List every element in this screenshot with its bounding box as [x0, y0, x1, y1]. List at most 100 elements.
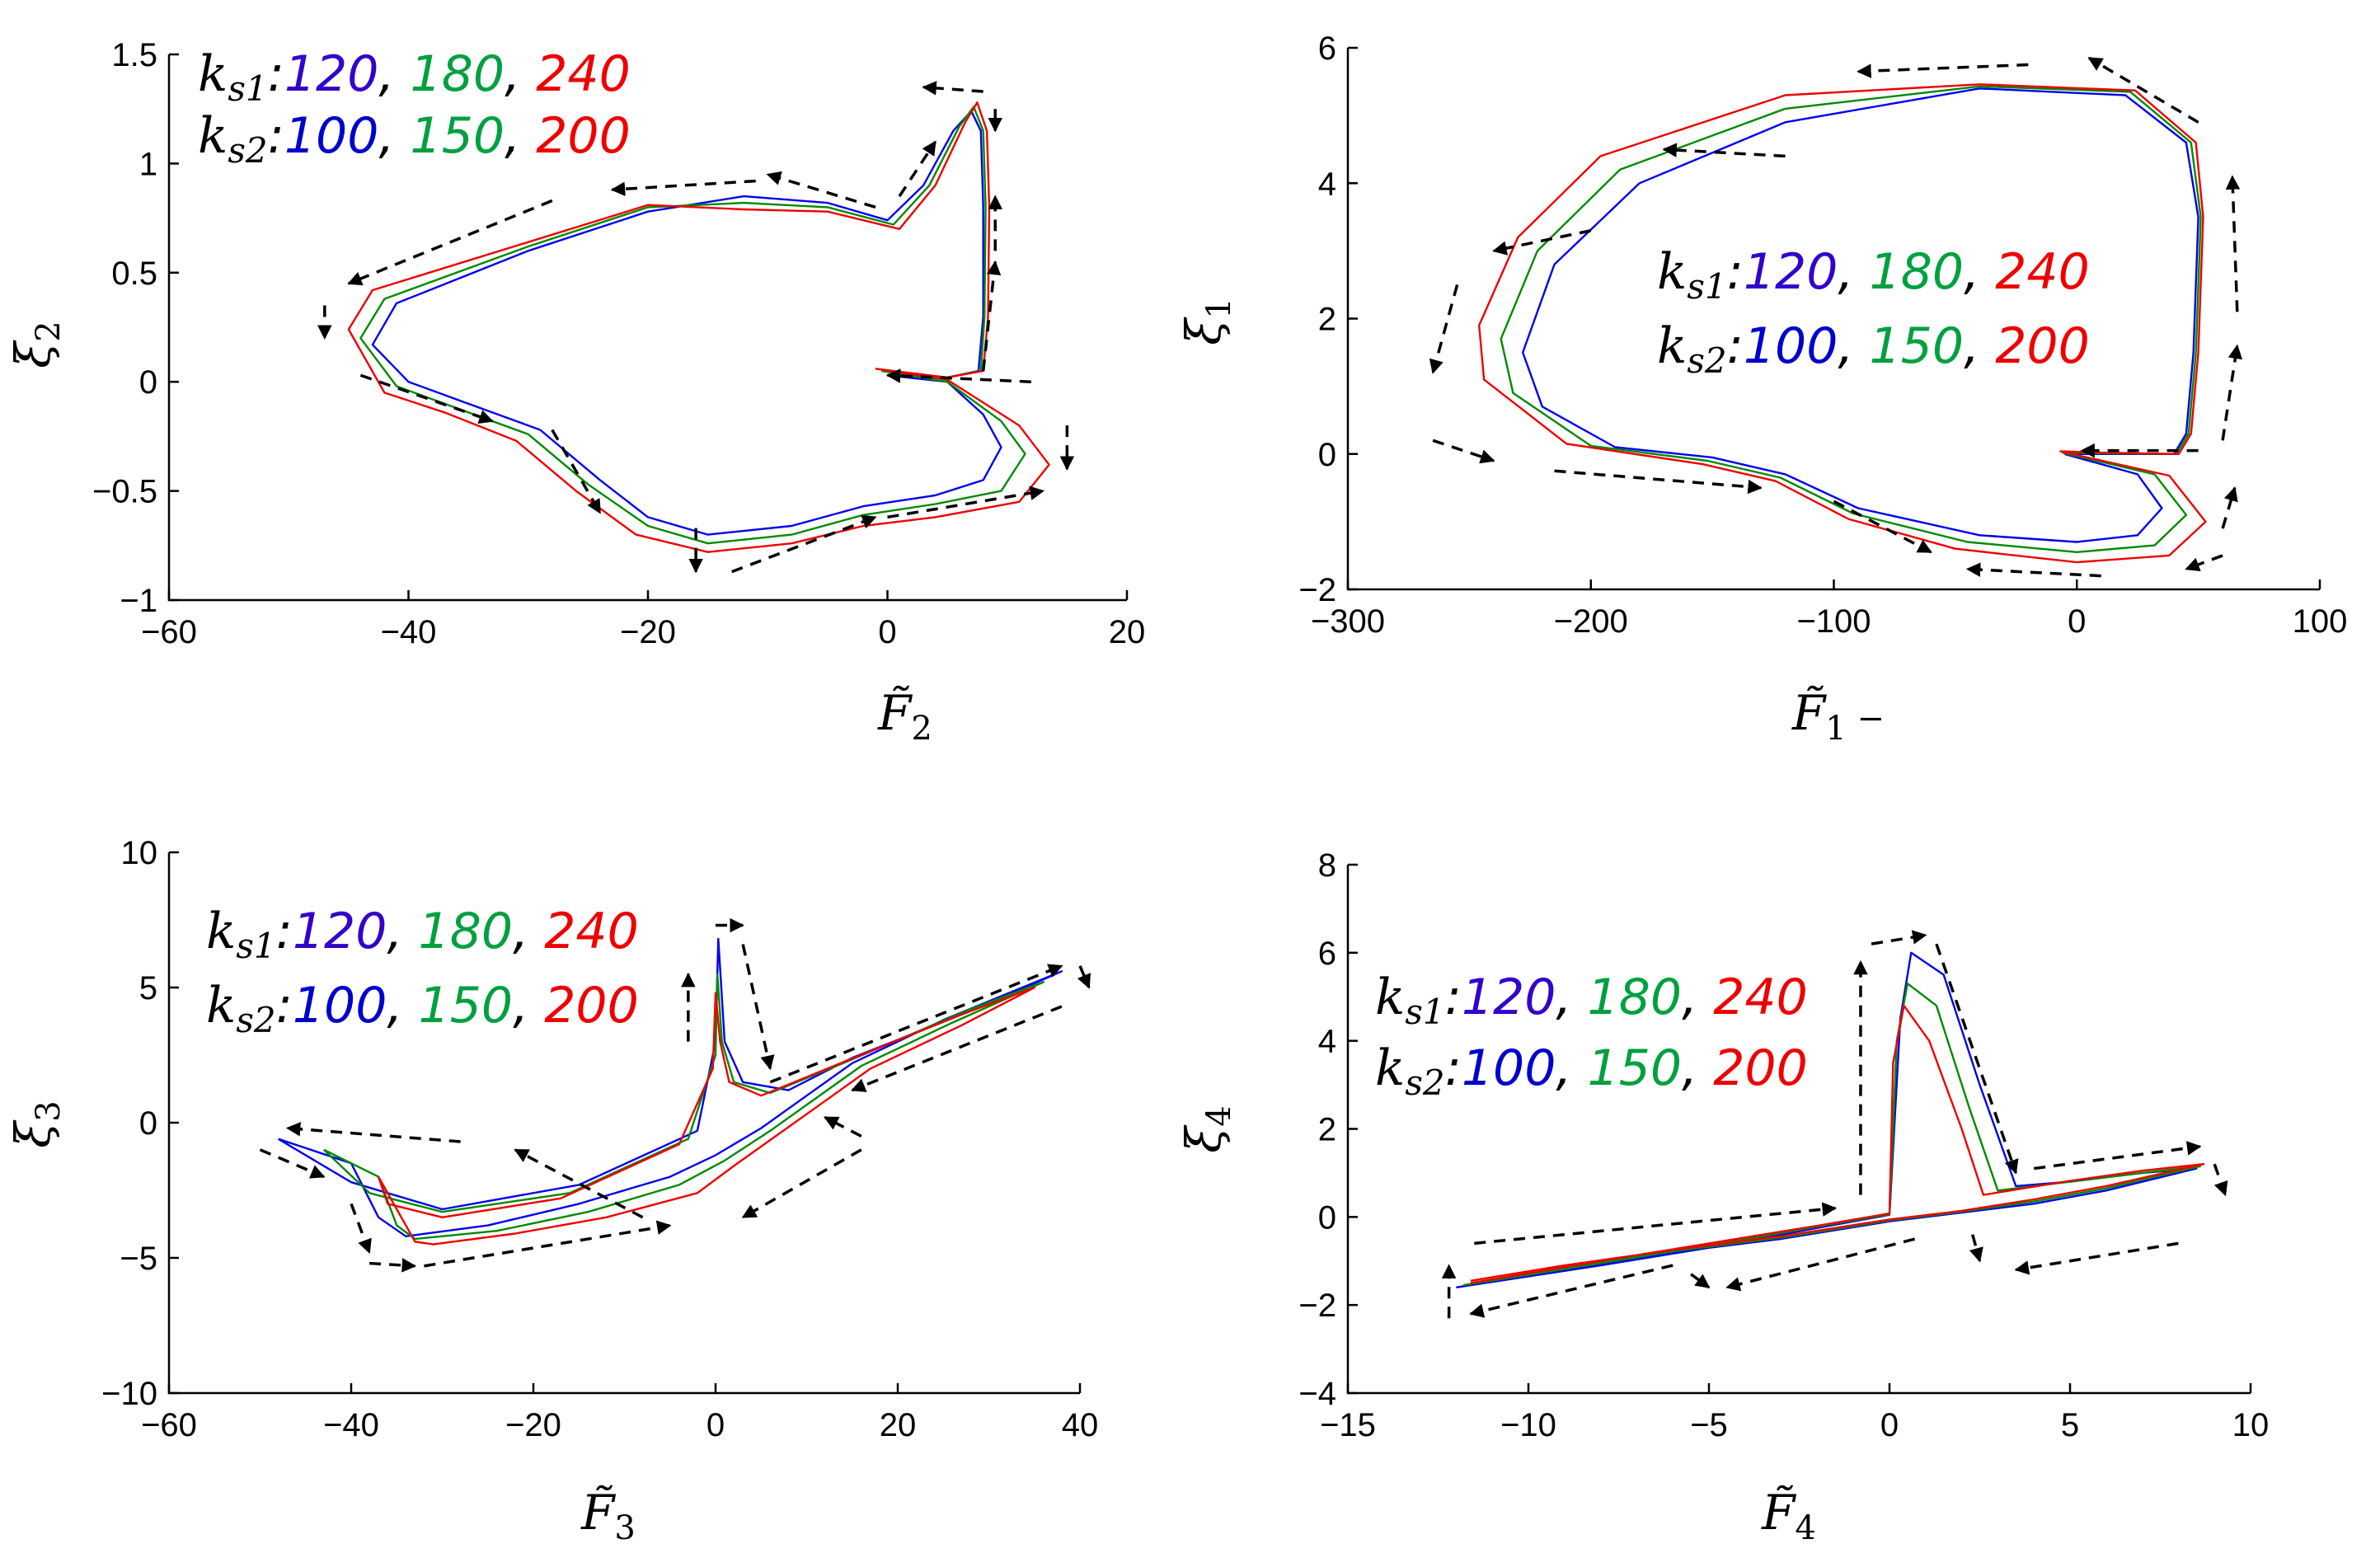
legend-row-ks2: ks2:100, 150, 200: [1657, 317, 2090, 381]
direction-arrow: [1474, 1202, 1838, 1246]
x-tick-label: −5: [1690, 1407, 1728, 1443]
direction-arrow: [369, 1258, 417, 1273]
y-tick-label: 1.5: [111, 37, 157, 73]
axes-frame: [1346, 865, 2251, 1395]
legend-row-ks1: ks1:120, 180, 240: [1375, 969, 1808, 1032]
direction-arrow: [851, 1005, 1063, 1092]
y-tick-label: 8: [1318, 847, 1336, 884]
direction-arrow: [2033, 1141, 2202, 1171]
series-line-blue: [1522, 87, 2199, 543]
direction-arrow: [741, 944, 775, 1071]
x-tick-label: 100: [2293, 603, 2348, 640]
y-tick-label: 4: [1318, 1024, 1336, 1060]
x-tick-label: −20: [620, 614, 676, 650]
y-tick-label: 4: [1318, 166, 1336, 202]
direction-arrow: [741, 1148, 862, 1219]
direction-arrow: [1662, 143, 1786, 158]
y-tick-label: 2: [1318, 1112, 1336, 1148]
x-tick-label: −300: [1311, 603, 1385, 640]
direction-arrow: [2087, 56, 2199, 124]
direction-arrow: [1833, 500, 1932, 554]
direction-arrow: [922, 81, 983, 96]
y-tick-label: −4: [1298, 1376, 1336, 1412]
direction-arrow: [2185, 554, 2223, 572]
direction-arrow: [551, 429, 602, 514]
legend-row-ks2: ks2:100, 150, 200: [206, 977, 639, 1040]
direction-arrow: [514, 1148, 644, 1219]
direction-arrow: [424, 1220, 672, 1268]
legend-row-ks1: ks1:120, 180, 240: [206, 903, 639, 966]
direction-arrow: [2014, 1241, 2179, 1275]
legend-row-ks1: ks1:120, 180, 240: [198, 45, 631, 109]
panel-p4: −15 −10 −5 0 5 10 −4 −2 0 2 4 6 8 F̃4 ξ4 ks1:120, 180, …: [1176, 847, 2269, 1547]
direction-arrow: [1871, 930, 1927, 945]
x-axis-label: F̃1 −: [1791, 684, 1885, 748]
y-tick-label: −2: [1298, 572, 1336, 608]
y-tick-label: 0: [1318, 1199, 1336, 1236]
y-axis-label: ξ3: [5, 1100, 68, 1147]
direction-arrow: [1690, 1273, 1711, 1289]
y-tick-label: 1: [139, 146, 157, 182]
y-tick-label: 0.5: [111, 256, 157, 292]
x-tick-label: 40: [1062, 1407, 1099, 1443]
direction-arrow: [769, 964, 1063, 1084]
y-tick-label: 5: [139, 970, 157, 1006]
panel-p1: −60 −40 −20 0 20 −1 −0.5 0 0.5 1 1.5 F̃2 ξ2 ks1:120, …: [5, 37, 1145, 748]
series-line-green: [1500, 85, 2202, 553]
direction-arrow: [285, 1122, 461, 1143]
direction-arrow: [1429, 284, 1459, 374]
direction-arrow: [610, 179, 756, 196]
x-tick-label: −40: [323, 1407, 379, 1443]
direction-arrow: [885, 368, 1031, 383]
legend-row-ks1: ks1:120, 180, 240: [1657, 243, 2090, 307]
panel-p3: −60 −40 −20 0 20 40 −10 −5 0 5 10 F̃3 ξ3 ks1:120, 180…: [5, 835, 1098, 1547]
x-tick-label: −60: [141, 1407, 197, 1443]
x-tick-label: −10: [1500, 1407, 1556, 1443]
y-axis-label: ξ4: [1176, 1105, 1238, 1152]
direction-arrow: [1857, 63, 2029, 78]
legend: ks1:120, 180, 240 ks2:100, 150, 200: [206, 903, 639, 1040]
series-line-red: [347, 101, 1050, 553]
direction-arrow: [1969, 1234, 1983, 1263]
series-line-green: [323, 973, 1044, 1241]
x-tick-label: 10: [2232, 1407, 2270, 1443]
y-tick-label: 6: [1318, 936, 1336, 972]
direction-arrow: [1935, 943, 2019, 1175]
direction-arrow: [1077, 965, 1091, 989]
direction-arrow: [2213, 1163, 2228, 1197]
x-tick-label: 5: [2061, 1407, 2079, 1443]
direction-arrow: [347, 199, 553, 286]
direction-arrow: [1965, 562, 2101, 578]
series-line-red: [1478, 83, 2207, 564]
y-tick-label: −10: [101, 1376, 157, 1412]
series-line-red: [1470, 1004, 2205, 1284]
x-tick-label: 0: [706, 1407, 725, 1443]
direction-arrow: [259, 1148, 326, 1179]
direction-arrow: [1432, 439, 1495, 464]
direction-arrow: [2221, 486, 2238, 529]
y-tick-label: 6: [1318, 30, 1336, 67]
direction-arrow: [350, 1203, 372, 1255]
direction-arrow: [1554, 469, 1763, 495]
series-line-red: [377, 986, 1035, 1246]
legend-row-ks2: ks2:100, 150, 200: [198, 107, 631, 171]
x-tick-label: −60: [141, 614, 197, 650]
direction-arrow: [2225, 175, 2241, 312]
x-axis-label: F̃4: [1761, 1484, 1816, 1547]
direction-arrow: [1469, 1264, 1674, 1318]
y-tick-label: −5: [120, 1241, 157, 1277]
y-axis-label: ξ1: [1176, 298, 1238, 345]
panel-p2: −300 −200 −100 0 100 −2 0 2 4 6 F̃1 − ξ1 ks1:120, 18…: [1176, 30, 2347, 748]
direction-arrow: [1725, 1237, 1916, 1292]
legend: ks1:120, 180, 240 ks2:100, 150, 200: [1657, 243, 2090, 381]
x-tick-label: 0: [2068, 603, 2086, 640]
y-tick-label: 0: [139, 1105, 157, 1142]
series-line-blue: [371, 110, 1002, 536]
x-axis-label: F̃3: [580, 1484, 636, 1547]
x-tick-label: 0: [878, 614, 896, 650]
x-tick-label: 0: [1880, 1407, 1899, 1443]
direction-arrow: [731, 514, 877, 574]
